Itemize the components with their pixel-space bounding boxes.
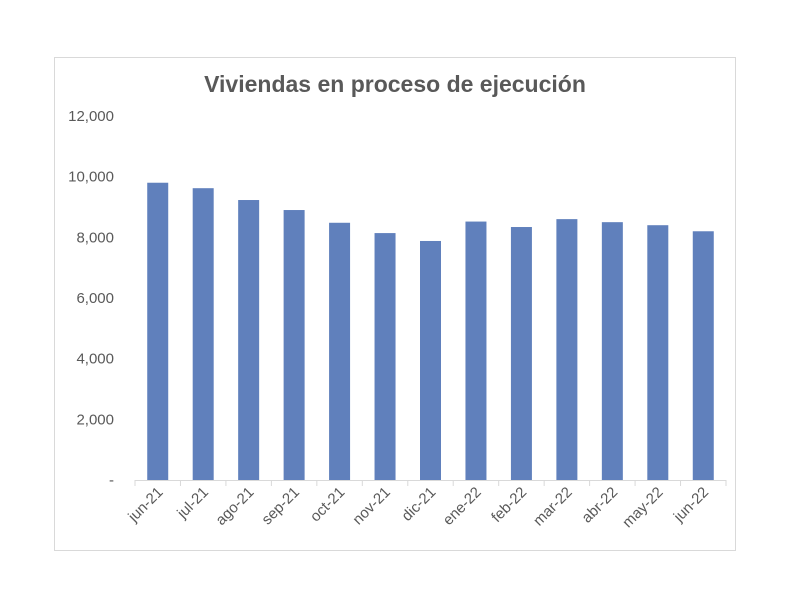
x-tick-label: mar-22 bbox=[530, 484, 576, 530]
x-axis-labels: jun-21 jul-21 ago-21 sep-21 oct-21 nov-21 dic-… bbox=[124, 484, 712, 531]
bar-jun-21 bbox=[147, 182, 169, 480]
bars bbox=[147, 182, 714, 481]
bar-ago-21 bbox=[238, 200, 260, 481]
bar-mar-22 bbox=[556, 219, 578, 480]
x-tick-label: jun-22 bbox=[670, 484, 712, 526]
bar-jun-22 bbox=[692, 231, 714, 480]
x-tick-label: may-22 bbox=[619, 484, 666, 531]
y-tick-label: 10,000 bbox=[68, 169, 114, 186]
x-tick-label: jul-21 bbox=[173, 484, 212, 523]
y-tick-label: - bbox=[109, 472, 114, 489]
x-tick-label: abr-22 bbox=[578, 484, 621, 527]
y-tick-label: 2,000 bbox=[76, 411, 114, 428]
y-axis-labels: - 2,000 4,000 6,000 8,000 10,000 12,000 bbox=[68, 108, 114, 489]
y-tick-label: 8,000 bbox=[76, 229, 114, 246]
x-tick-label: feb-22 bbox=[488, 484, 530, 526]
chart-title: Viviendas en proceso de ejecución bbox=[204, 71, 586, 97]
bar-oct-21 bbox=[329, 222, 351, 481]
x-axis bbox=[134, 480, 727, 486]
x-tick-label: nov-21 bbox=[349, 484, 393, 528]
x-tick-label: ene-22 bbox=[440, 484, 485, 529]
y-tick-label: 6,000 bbox=[76, 290, 114, 307]
x-tick-label: ago-21 bbox=[212, 484, 257, 529]
bar-jul-21 bbox=[192, 188, 214, 480]
bar-may-22 bbox=[647, 225, 669, 480]
x-tick-label: dic-21 bbox=[398, 484, 439, 525]
y-tick-label: 12,000 bbox=[68, 108, 114, 125]
x-tick-label: jun-21 bbox=[124, 484, 166, 526]
y-tick-label: 4,000 bbox=[76, 351, 114, 368]
bar-feb-22 bbox=[510, 227, 532, 480]
x-tick-label: sep-21 bbox=[258, 484, 302, 528]
x-tick-label: oct-21 bbox=[307, 484, 349, 526]
bar-ene-22 bbox=[465, 221, 487, 480]
bar-sep-21 bbox=[283, 210, 305, 481]
bar-dic-21 bbox=[420, 240, 441, 480]
bar-nov-21 bbox=[374, 233, 396, 480]
bar-abr-22 bbox=[601, 222, 623, 480]
